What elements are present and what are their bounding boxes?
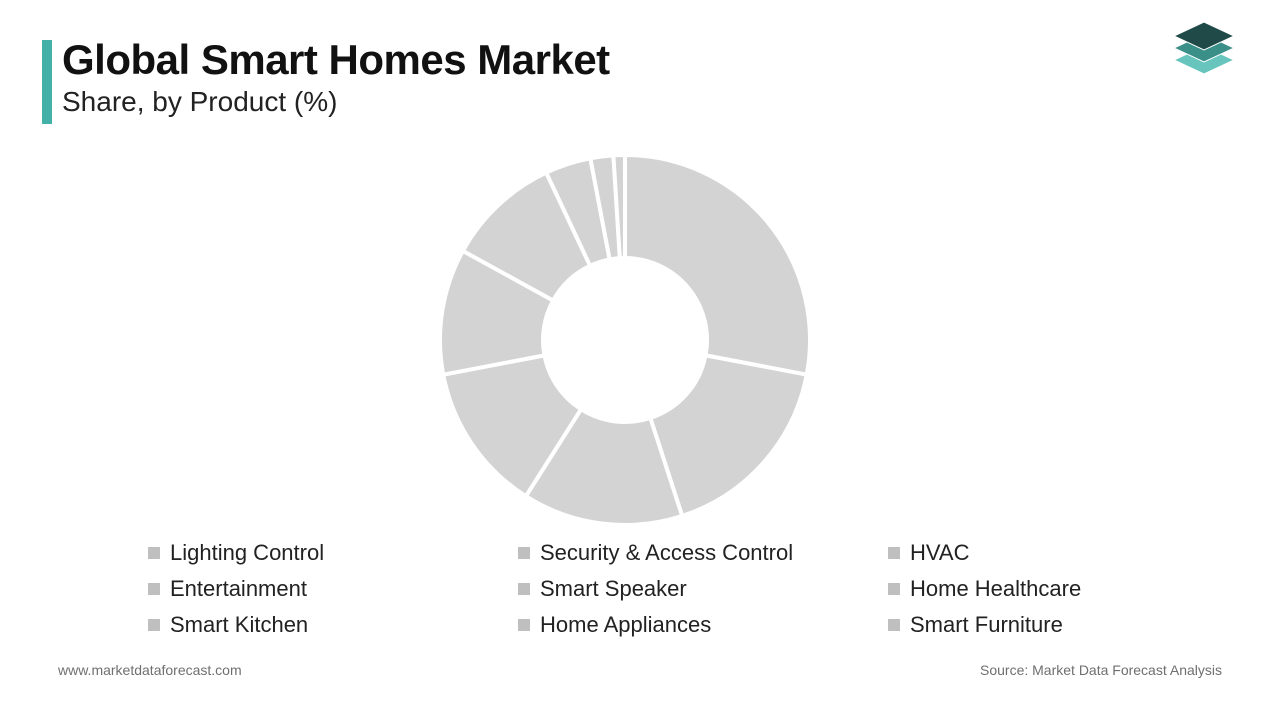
legend-label: Smart Kitchen [170,612,308,638]
legend-swatch-icon [148,619,160,631]
legend-swatch-icon [148,583,160,595]
legend-item: Smart Furniture [888,612,1158,638]
legend-label: Home Healthcare [910,576,1081,602]
legend-label: Lighting Control [170,540,324,566]
donut-chart [440,155,810,525]
legend-label: Smart Speaker [540,576,687,602]
brand-logo-icon [1168,20,1240,80]
chart-legend: Lighting Control Security & Access Contro… [148,540,1158,638]
legend-item: Security & Access Control [518,540,888,566]
footer-url: www.marketdataforecast.com [58,662,242,678]
legend-label: Home Appliances [540,612,711,638]
legend-swatch-icon [888,547,900,559]
legend-item: Smart Kitchen [148,612,518,638]
footer-source: Source: Market Data Forecast Analysis [980,662,1222,678]
legend-swatch-icon [888,619,900,631]
legend-swatch-icon [518,583,530,595]
legend-label: Security & Access Control [540,540,793,566]
legend-item: HVAC [888,540,1158,566]
legend-item: Home Appliances [518,612,888,638]
legend-item: Home Healthcare [888,576,1158,602]
legend-label: HVAC [910,540,970,566]
legend-swatch-icon [518,547,530,559]
legend-label: Entertainment [170,576,307,602]
title-accent-bar [42,40,52,124]
legend-swatch-icon [888,583,900,595]
legend-swatch-icon [148,547,160,559]
page-subtitle: Share, by Product (%) [62,86,337,118]
legend-item: Smart Speaker [518,576,888,602]
page-root: Global Smart Homes Market Share, by Prod… [0,0,1280,720]
legend-item: Lighting Control [148,540,518,566]
legend-label: Smart Furniture [910,612,1063,638]
page-title: Global Smart Homes Market [62,36,610,84]
donut-hole [543,258,707,422]
legend-swatch-icon [518,619,530,631]
legend-item: Entertainment [148,576,518,602]
